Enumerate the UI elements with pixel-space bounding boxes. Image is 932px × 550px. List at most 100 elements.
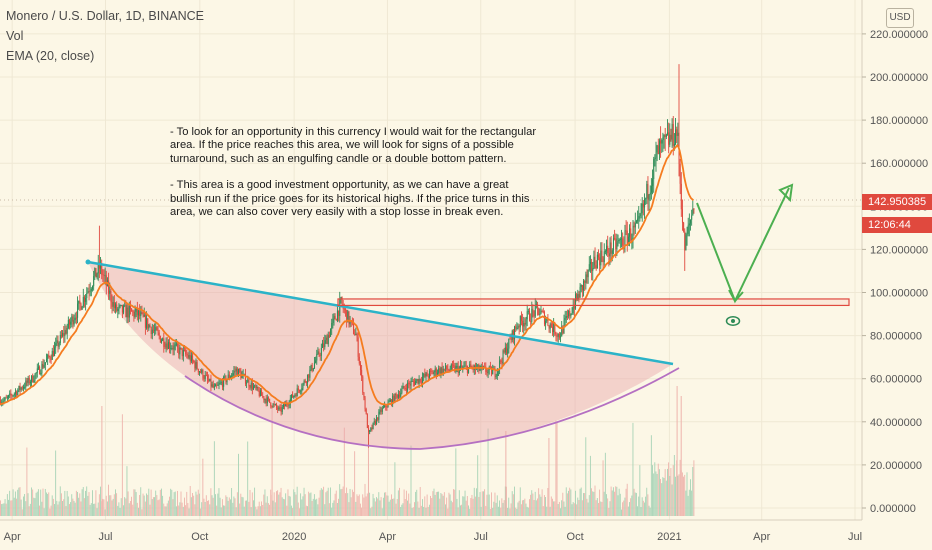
volume-bar (683, 476, 684, 516)
candle-body (684, 231, 686, 251)
candle-body (546, 319, 548, 321)
volume-bar (115, 489, 116, 516)
volume-bar (418, 507, 420, 516)
volume-bar (668, 462, 670, 516)
candle-body (409, 384, 411, 386)
volume-bar (438, 491, 440, 516)
candle-body (558, 333, 560, 338)
volume-bar (578, 500, 580, 516)
candle-body (141, 312, 143, 314)
candle-body (545, 320, 547, 325)
volume-bar (263, 494, 265, 516)
eye-icon[interactable] (725, 316, 741, 326)
candle-body (606, 245, 608, 252)
candle-body (519, 316, 521, 328)
candle-body (579, 286, 581, 298)
candle-body (681, 209, 683, 223)
volume-bar (262, 504, 264, 516)
legend-symbol[interactable]: Monero / U.S. Dollar, 1D, BINANCE (6, 9, 204, 23)
candle-body (562, 326, 564, 333)
x-tick-label: Apr (379, 531, 396, 543)
price-axis[interactable]: 0.000000 20.000000 40.000000 60.000000 80.00… (862, 29, 928, 515)
candle-body (361, 369, 363, 377)
volume-bar (555, 420, 557, 516)
candle-body (500, 360, 502, 363)
projection-arrow[interactable] (696, 187, 790, 304)
volume-bar (293, 489, 295, 516)
volume-bar (220, 507, 222, 516)
volume-bar (477, 455, 479, 516)
support-zone-rectangle[interactable] (337, 298, 850, 307)
volume-bar (26, 447, 28, 516)
candle-body (235, 368, 237, 372)
volume-bar (439, 498, 441, 516)
candle-body (132, 311, 134, 313)
candle-body (673, 144, 675, 146)
candle-body (685, 235, 687, 251)
descending-trendline[interactable] (87, 260, 674, 366)
candle-body (556, 335, 558, 337)
volume-bar (652, 465, 653, 516)
volume-bar (601, 501, 603, 516)
candle-body (244, 374, 246, 384)
volume-bar (397, 490, 399, 516)
candle-body (135, 308, 137, 312)
candle-body (499, 360, 501, 369)
candle-body (506, 347, 508, 354)
candle-body (301, 388, 303, 391)
volume-bar (589, 455, 591, 516)
candle-body (325, 337, 327, 341)
volume-bar (603, 491, 605, 516)
ema-line (0, 143, 695, 406)
volume-bar (88, 492, 90, 516)
volume-bar (549, 506, 551, 516)
volume-bar (561, 500, 563, 516)
candle-body (49, 357, 51, 360)
candle-body (646, 183, 648, 199)
volume-bar (241, 496, 243, 516)
candle-body (155, 327, 157, 331)
volume-bar (493, 501, 495, 516)
eye-pupil (731, 319, 735, 323)
candle-body (535, 304, 537, 305)
volume-bar (284, 499, 285, 516)
candle-body (639, 214, 641, 217)
volume-bar (629, 502, 630, 516)
candle-body (368, 427, 370, 432)
volume-bar (308, 491, 310, 516)
volume-bar (476, 488, 477, 516)
candle-body (557, 333, 559, 337)
candle-body (0, 400, 2, 405)
candle-body (466, 366, 468, 373)
volume-bar (631, 495, 633, 516)
volume-bar (632, 422, 634, 516)
candle-body (609, 242, 611, 257)
candle-body (343, 308, 345, 310)
legend-volume[interactable]: Vol (6, 29, 24, 43)
trendline-handle[interactable] (85, 259, 91, 265)
volume-bar (239, 503, 241, 516)
volume-bar (167, 500, 169, 516)
volume-bar (391, 494, 392, 516)
volume-bar (336, 502, 338, 516)
volume-bar (198, 493, 200, 516)
currency-badge[interactable]: USD (886, 8, 914, 28)
volume-bar (299, 508, 300, 516)
candle-body (576, 294, 578, 300)
candle-body (129, 306, 131, 309)
volume-bar (618, 488, 620, 516)
volume-bar (238, 453, 239, 516)
candle-body (300, 390, 302, 392)
volume-bar (675, 476, 676, 516)
candle-body (119, 305, 121, 307)
volume-bar (431, 498, 433, 516)
legend-ema[interactable]: EMA (20, close) (6, 49, 95, 63)
time-axis[interactable]: Apr Jul Oct 2020 Apr Jul Oct 2021 Apr Jul (0, 519, 862, 543)
volume-bar (110, 495, 112, 516)
candle-body (487, 370, 489, 374)
volume-bar (100, 486, 101, 516)
volume-bar (463, 496, 465, 516)
idea-annotation[interactable]: - To look for an opportunity in this cur… (170, 126, 540, 232)
volume-bar (340, 489, 342, 516)
